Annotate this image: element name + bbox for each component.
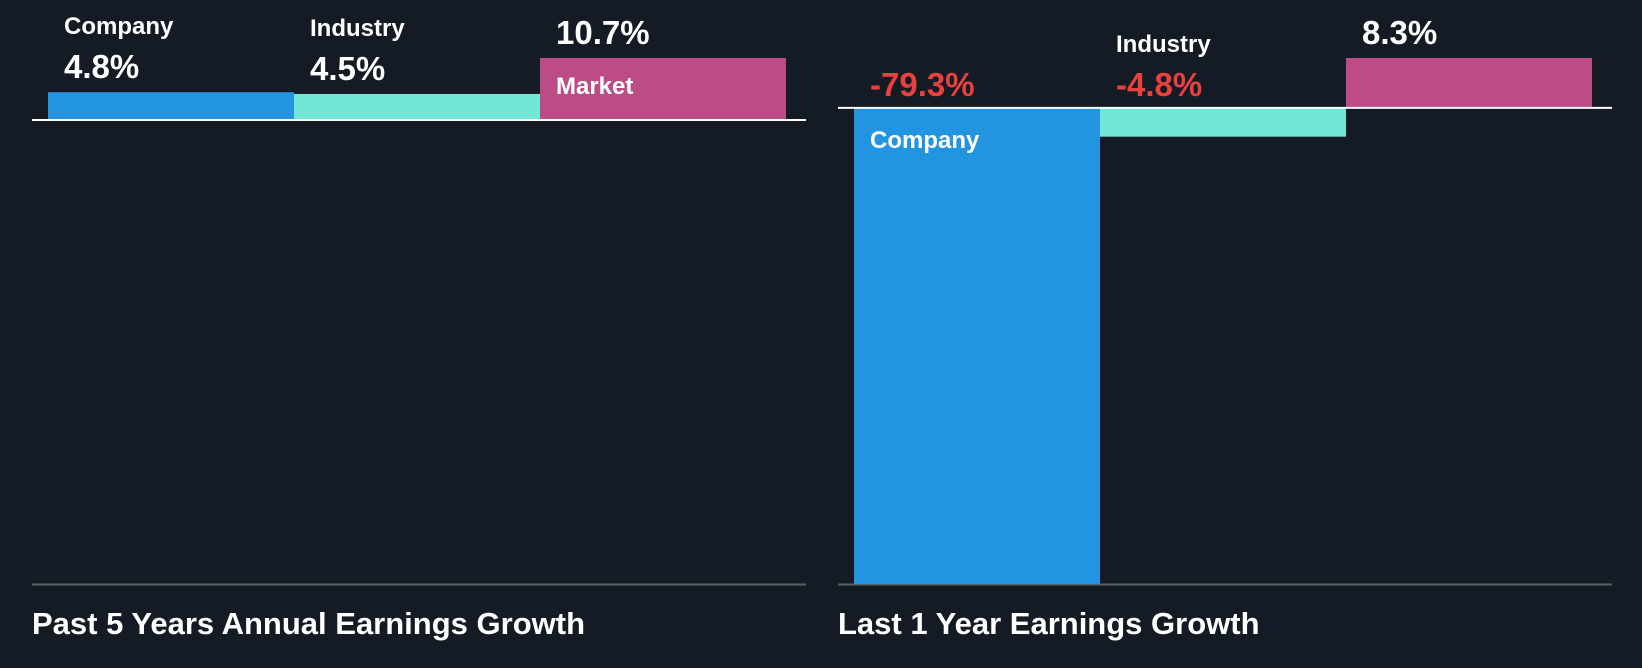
value-label-market: 8.3% [1362,14,1437,51]
chart-title: Past 5 Years Annual Earnings Growth [32,606,586,641]
value-label-company: -79.3% [870,66,975,103]
category-label-company: Company [870,127,980,154]
value-label-market: 10.7% [556,14,650,51]
category-label-market: Market [556,73,633,100]
chart-past-5-years: Company 4.8% Industry 4.5% Market 10.7% Past … [32,0,806,668]
value-label-industry: 4.5% [310,50,385,87]
category-label-company: Company [64,13,174,40]
plot-past-5-years: Company 4.8% Industry 4.5% Market 10.7% [32,13,806,586]
bar-market [1346,58,1592,108]
category-label-industry: Industry [1116,31,1211,58]
value-label-company: 4.8% [64,48,139,85]
value-label-industry: -4.8% [1116,66,1202,103]
bar-company [48,92,294,121]
chart-title: Last 1 Year Earnings Growth [838,606,1260,641]
bar-industry [1100,107,1346,137]
category-label-market: Market [1362,0,1439,6]
category-label-industry: Industry [310,15,405,42]
bar-industry [294,93,540,121]
bar-company [854,107,1100,585]
bar-market [540,58,786,121]
chart-last-1-year: Company -79.3% Industry -4.8% Market 8.3% Las… [838,0,1612,668]
plot-last-1-year: Company -79.3% Industry -4.8% Market 8.3% [838,0,1612,586]
